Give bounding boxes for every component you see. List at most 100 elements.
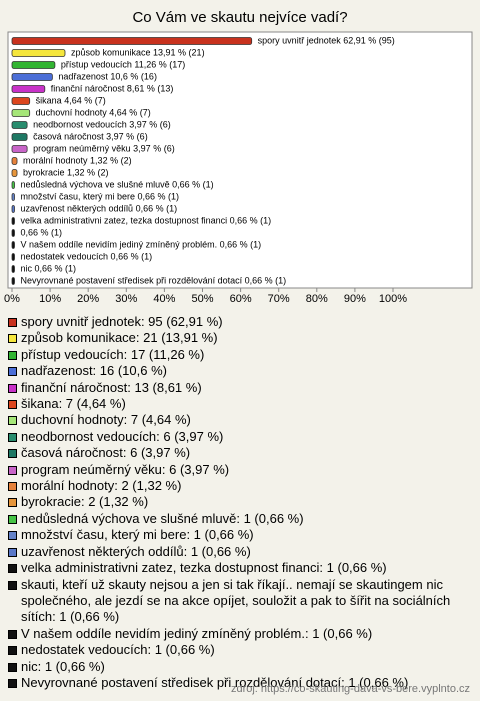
bar [11,133,28,141]
legend-swatch [8,646,17,656]
legend-item: Nevyrovnané postavení středisek při rozd… [8,675,470,691]
legend-swatch [8,318,17,327]
bar-label: duchovní hodnoty 4,64 % (7) [36,107,151,117]
legend-item: byrokracie: 2 (1,32 %) [8,494,470,510]
legend-label: morální hodnoty: 2 (1,32 %) [21,478,182,494]
legend-item: nadřazenost: 16 (10,6 %) [8,363,470,379]
legend-item: časová náročnost: 6 (3,97 %) [8,445,470,461]
legend-label: časová náročnost: 6 (3,97 %) [21,445,191,461]
legend-label: velka administrativni zatez, tezka dostu… [21,560,387,576]
legend-item: nic: 1 (0,66 %) [8,659,470,675]
bar [11,73,53,81]
bar [11,181,15,189]
bar-label: nadřazenost 10,6 % (16) [58,71,157,81]
x-tick-label: 90% [344,293,366,305]
bar [11,109,31,117]
legend-label: byrokracie: 2 (1,32 %) [21,494,149,510]
bar-label: šikana 4,64 % (7) [36,95,106,105]
bar-label: Nevyrovnané postavení středisek při rozd… [21,275,287,285]
legend-swatch [8,482,17,492]
bar-label: morální hodnoty 1,32 % (2) [23,155,132,165]
x-tick-label: 30% [115,293,137,305]
legend-swatch [8,400,17,410]
legend-label: přístup vedoucích: 17 (11,26 %) [21,346,205,362]
legend-swatch [8,564,17,574]
legend-label: skauti, kteří už skauty nejsou a jen si … [21,576,451,625]
bar-label: finanční náročnost 8,61 % (13) [51,83,174,93]
bar-label: nedostatek vedoucích 0,66 % (1) [21,251,153,261]
bar [11,49,66,57]
bar-label: časová náročnost 3,97 % (6) [33,131,148,141]
legend-swatch [8,449,17,459]
legend-swatch [8,629,17,639]
x-tick-label: 40% [153,293,175,305]
legend-item: program neúměrný věku: 6 (3,97 %) [8,462,470,478]
legend-swatch [8,662,17,672]
bar [11,217,15,225]
legend-swatch [8,531,17,541]
legend-label: množství času, který mi bere: 1 (0,66 %) [21,527,254,543]
bar-label: nedůsledná výchova ve slušné mluvě 0,66 … [21,179,214,189]
legend-item: skauti, kteří už skauty nejsou a jen si … [8,577,470,626]
legend-item: finanční náročnost: 13 (8,61 %) [8,380,470,396]
bar [11,265,15,273]
bar-label: byrokracie 1,32 % (2) [23,167,109,177]
legend-swatch [8,514,17,524]
legend-item: duchovní hodnoty: 7 (4,64 %) [8,412,470,428]
bar-label: nic 0,66 % (1) [21,263,77,273]
legend-label: program neúměrný věku: 6 (3,97 %) [21,461,230,477]
bar [11,61,56,69]
legend-item: nedostatek vedoucích: 1 (0,66 %) [8,642,470,658]
legend-label: uzavřenost některých oddílů: 1 (0,66 %) [21,543,251,559]
bar-label: způsob komunikace 13,91 % (21) [71,47,205,57]
chart-title: Co Vám ve skautu nejvíce vadí? [132,9,347,26]
x-tick-label: 80% [306,293,328,305]
legend-swatch [8,580,17,590]
legend-label: nadřazenost: 16 (10,6 %) [21,363,167,379]
legend-swatch [8,334,17,344]
legend-label: nedůsledná výchova ve slušné mluvě: 1 (0… [21,510,304,526]
source: zdroj: https://co-skauting-dava-vs-bere.… [230,683,470,695]
bar-label: 0,66 % (1) [21,227,63,237]
legend-swatch [8,678,17,688]
legend-swatch [8,465,17,475]
legend-label: šikana: 7 (4,64 %) [21,396,126,412]
legend-label: způsob komunikace: 21 (13,91 %) [21,330,218,346]
legend-item: nedůsledná výchova ve slušné mluvě: 1 (0… [8,511,470,527]
bar [11,241,15,249]
legend-item: V našem oddíle nevidím jediný zmíněný pr… [8,626,470,642]
legend-label: spory uvnitř jednotek: 95 (62,91 %) [21,314,223,329]
legend-label: Nevyrovnané postavení středisek při rozd… [21,674,409,690]
legend: spory uvnitř jednotek: 95 (62,91 %) způso… [8,314,470,691]
legend-swatch [8,547,17,557]
x-tick-label: 100% [379,293,407,305]
legend-label: finanční náročnost: 13 (8,61 %) [21,379,202,395]
legend-label: nedostatek vedoucích: 1 (0,66 %) [21,642,215,658]
bar-label: velka administrativni zatez, tezka dostu… [21,215,272,225]
bar [11,157,18,165]
bar [11,85,46,93]
bar-label: V našem oddíle nevidím jediný zmíněný pr… [21,239,262,249]
legend-item: množství času, který mi bere: 1 (0,66 %) [8,527,470,543]
legend-item: morální hodnoty: 2 (1,32 %) [8,478,470,494]
chart: Co Vám ve skautu nejvíce vadí? 0% 10% 20% 3… [4,9,473,305]
legend-item: neodbornost vedoucích: 6 (3,97 %) [8,429,470,445]
legend-item: velka administrativni zatez, tezka dostu… [8,560,470,576]
bar-label: množství času, který mi bere 0,66 % (1) [21,191,180,201]
legend-label: nic: 1 (0,66 %) [21,658,105,674]
x-tick-label: 60% [230,293,252,305]
legend-swatch [8,367,17,377]
legend-item: přístup vedoucích: 17 (11,26 %) [8,347,470,363]
legend-swatch [8,416,17,426]
bar-label: uzavřenost některých oddílů 0,66 % (1) [21,203,178,213]
bar [11,121,28,129]
x-tick-label: 20% [77,293,99,305]
legend-swatch [8,432,17,442]
bar [11,277,15,285]
legend-swatch [8,350,17,360]
legend-label: V našem oddíle nevidím jediný zmíněný pr… [21,625,373,641]
bar-label: spory uvnitř jednotek 62,91 % (95) [258,35,395,45]
bar [11,37,253,45]
bar-label: program neúměrný věku 3,97 % (6) [33,143,175,153]
legend-label: neodbornost vedoucích: 6 (3,97 %) [21,428,224,444]
